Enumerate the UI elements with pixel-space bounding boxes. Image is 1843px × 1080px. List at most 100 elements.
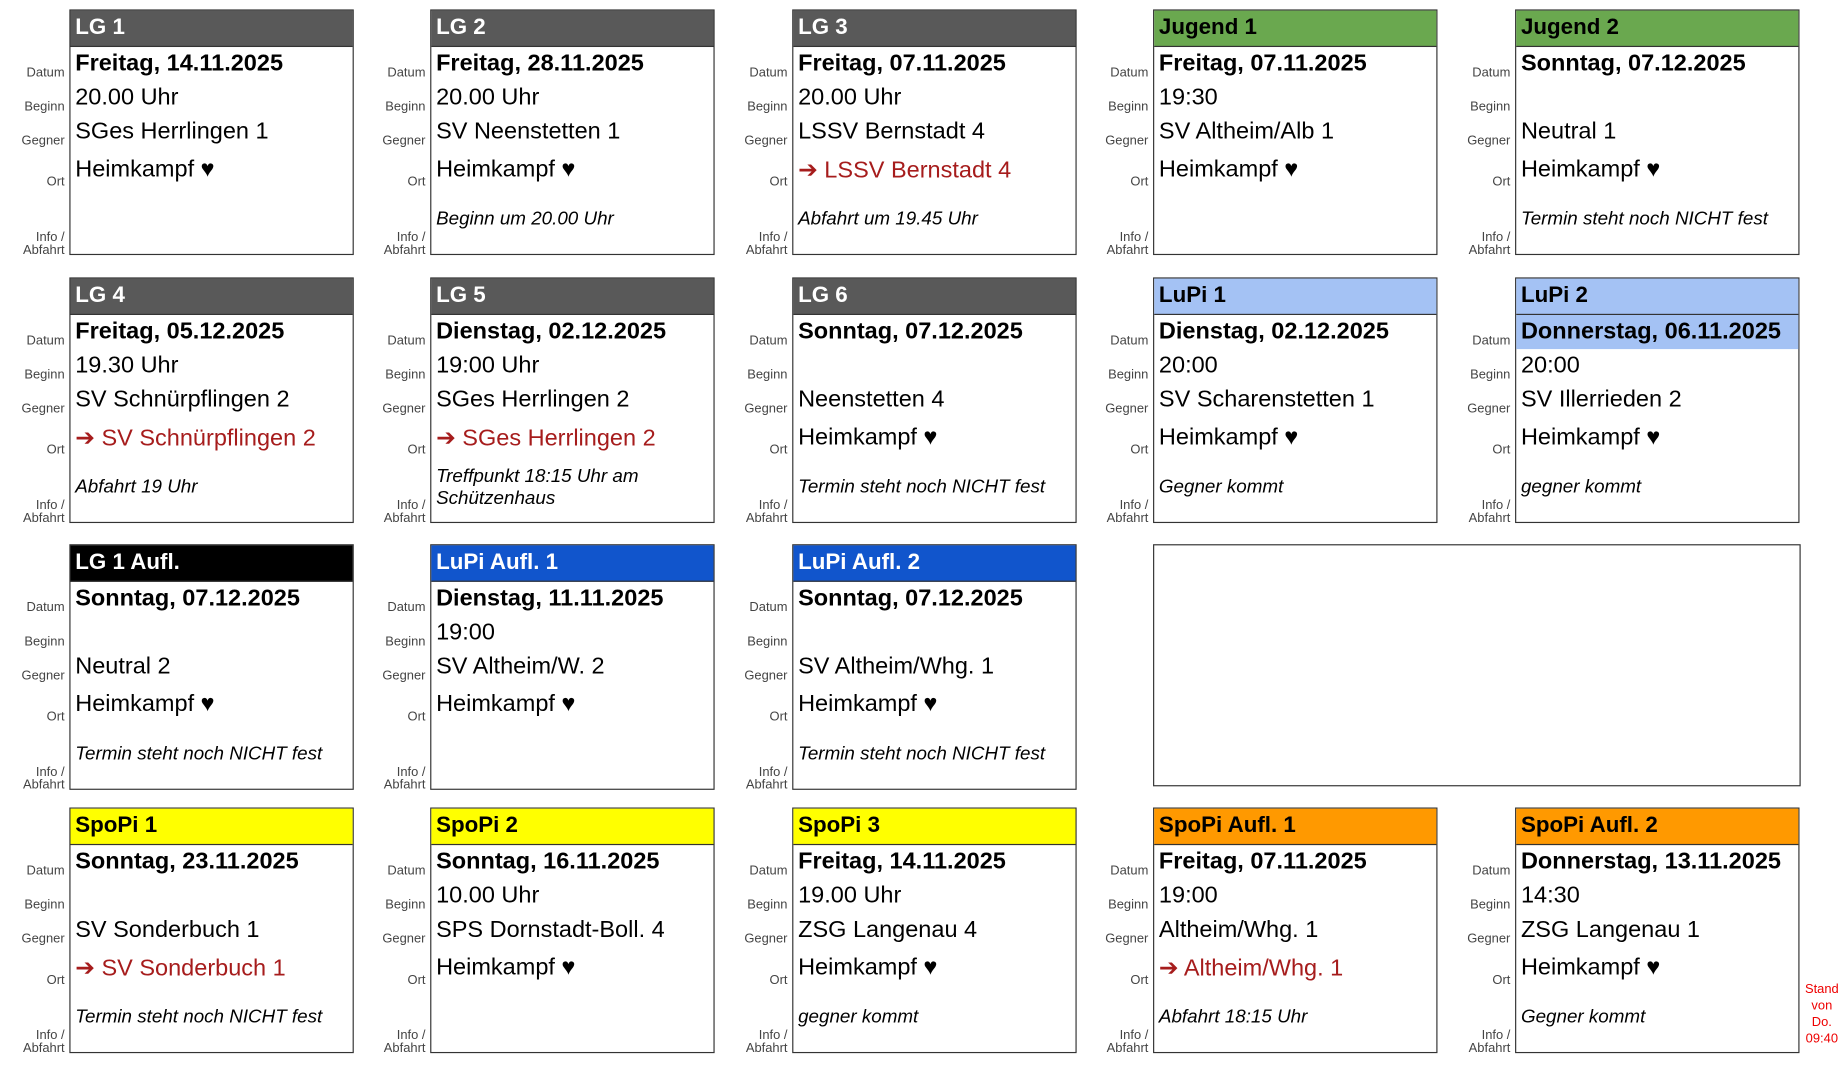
value-ort: Heimkampf ♥ [436, 954, 576, 981]
row-beginn: Beginn 20.00 Uhr [24, 81, 353, 115]
row-ort: Ort Heimkampf ♥ [47, 684, 353, 725]
row-beginn: Beginn [747, 349, 1075, 383]
row-info: Info / Abfahrt gegner kommt [1469, 458, 1798, 525]
row-label: Datum [1110, 863, 1149, 879]
empty-card [1153, 544, 1801, 787]
row-gegner: Gegner ZSG Langenau 4 [744, 913, 1075, 947]
match-card: LG 3 Datum Freitag, 07.11.2025 Beginn 20.00 … [744, 9, 1077, 257]
value-ort: Heimkampf ♥ [1520, 954, 1661, 981]
value-info: Gegner kommt [1520, 1007, 1646, 1028]
row-gegner: Gegner SV Sonderbuch 1 [22, 913, 353, 947]
row-label: Datum [387, 65, 426, 80]
row-label: Info / Abfahrt [383, 1028, 426, 1056]
row-label: Ort [1492, 443, 1511, 458]
value-gegner: SV Neenstetten 1 [436, 118, 621, 145]
row-ort: Ort Heimkampf ♥ [47, 149, 353, 190]
value-gegner: SV Altheim/Whg. 1 [798, 653, 995, 680]
row-datum: Datum Sonntag, 16.11.2025 [387, 845, 713, 879]
row-label: Info / Abfahrt [383, 498, 426, 526]
row-datum: Datum Freitag, 28.11.2025 [387, 47, 713, 81]
match-card: SpoPi Aufl. 1 Datum Freitag, 07.11.2025 Beg… [1105, 807, 1438, 1055]
row-datum: Datum Freitag, 05.12.2025 [27, 315, 353, 349]
row-label: Gegner [1105, 401, 1149, 417]
row-gegner: Gegner SV Neenstetten 1 [382, 115, 713, 149]
row-label: Ort [1492, 175, 1511, 190]
card-title: LG 1 [70, 10, 353, 48]
row-label: Datum [26, 333, 65, 348]
row-beginn: Beginn [747, 616, 1075, 650]
row-datum: Datum Freitag, 07.11.2025 [1110, 47, 1436, 81]
row-ort: Ort ➔ LSSV Bernstadt 4 [770, 149, 1075, 190]
row-ort: Ort ➔ SV Sonderbuch 1 [47, 947, 353, 988]
row-datum: Datum Dienstag, 02.12.2025 [1110, 315, 1436, 349]
row-label: Gegner [21, 133, 65, 149]
row-label: Beginn [1470, 99, 1511, 115]
row-ort: Ort Heimkampf ♥ [1492, 149, 1798, 190]
value-info: Termin steht noch NICHT fest [798, 744, 1046, 764]
value-gegner: Neutral 1 [1520, 118, 1617, 145]
value-beginn: 19.30 Uhr [75, 352, 179, 379]
row-label: Info / Abfahrt [22, 1028, 65, 1056]
match-card: LuPi Aufl. 2 Datum Sonntag, 07.12.2025 Begi… [744, 544, 1077, 792]
row-label: Datum [1472, 863, 1511, 879]
row-gegner: Gegner SV Scharenstetten 1 [1105, 383, 1436, 417]
row-datum: Datum Freitag, 14.11.2025 [27, 47, 353, 81]
row-label: Gegner [382, 401, 426, 417]
value-datum: Freitag, 28.11.2025 [436, 50, 644, 77]
value-gegner: ZSG Langenau 4 [798, 916, 978, 943]
row-label: Gegner [744, 133, 788, 149]
row-beginn: Beginn 20:00 [1108, 349, 1436, 383]
row-label: Datum [1110, 65, 1149, 80]
match-card: Jugend 1 Datum Freitag, 07.11.2025 Beginn 19… [1105, 9, 1438, 257]
row-label: Ort [1130, 973, 1149, 988]
row-label: Ort [1130, 443, 1149, 458]
value-gegner: SV Illerrieden 2 [1520, 386, 1682, 413]
row-label: Ort [407, 175, 426, 190]
row-label: Datum [26, 863, 65, 879]
row-info: Info / Abfahrt Abfahrt um 19.45 Uhr [746, 190, 1075, 257]
row-label: Info / Abfahrt [22, 498, 65, 526]
row-datum: Datum Donnerstag, 13.11.2025 [1472, 845, 1798, 879]
row-info: Info / Abfahrt Abfahrt 19 Uhr [23, 458, 353, 525]
value-gegner: SPS Dornstadt-Boll. 4 [436, 916, 665, 943]
row-label: Info / Abfahrt [745, 498, 788, 526]
value-datum: Sonntag, 07.12.2025 [798, 585, 1023, 612]
match-card: LG 4 Datum Freitag, 05.12.2025 Beginn 19.30 … [22, 277, 354, 525]
row-gegner: Gegner SV Altheim/W. 2 [382, 650, 713, 684]
value-datum: Freitag, 07.11.2025 [798, 50, 1006, 77]
card-title: LG 6 [793, 278, 1076, 316]
value-beginn: 20:00 [1158, 352, 1218, 379]
row-info: Info / Abfahrt Abfahrt 18:15 Uhr [1107, 988, 1436, 1055]
row-label: Beginn [385, 99, 426, 115]
row-beginn: Beginn [1470, 81, 1798, 115]
row-label: Ort [407, 709, 426, 725]
row-gegner: Gegner SV Schnürpflingen 2 [22, 383, 353, 417]
value-datum: Sonntag, 16.11.2025 [436, 848, 660, 875]
value-info: Abfahrt 19 Uhr [75, 477, 198, 498]
value-ort: Heimkampf ♥ [798, 954, 938, 981]
row-gegner: Gegner SV Altheim/Whg. 1 [744, 650, 1075, 684]
row-beginn: Beginn 10.00 Uhr [385, 879, 713, 913]
row-gegner: Gegner SV Altheim/Alb 1 [1105, 115, 1436, 149]
value-beginn: 20.00 Uhr [75, 84, 179, 111]
row-label: Info / Abfahrt [745, 1028, 788, 1056]
value-ort: Heimkampf ♥ [1158, 424, 1299, 451]
row-label: Gegner [21, 401, 65, 417]
row-info: Info / Abfahrt Gegner kommt [1107, 458, 1436, 525]
card-title: SpoPi 3 [793, 808, 1076, 846]
row-label: Ort [46, 973, 65, 988]
row-label: Gegner [1105, 133, 1149, 149]
row-label: Gegner [744, 668, 788, 683]
row-label: Info / Abfahrt [383, 230, 426, 258]
value-datum: Freitag, 07.11.2025 [1158, 50, 1367, 77]
row-gegner: Gegner SV Illerrieden 2 [1467, 383, 1798, 417]
row-label: Ort [407, 973, 426, 988]
row-datum: Datum Donnerstag, 06.11.2025 [1472, 315, 1799, 350]
value-beginn: 19:00 [436, 619, 495, 646]
row-label: Beginn [24, 634, 65, 649]
stand-line: Do. [1811, 1015, 1832, 1030]
value-ort: ➔ Altheim/Whg. 1 [1158, 955, 1344, 982]
value-ort: Heimkampf ♥ [1520, 156, 1661, 183]
